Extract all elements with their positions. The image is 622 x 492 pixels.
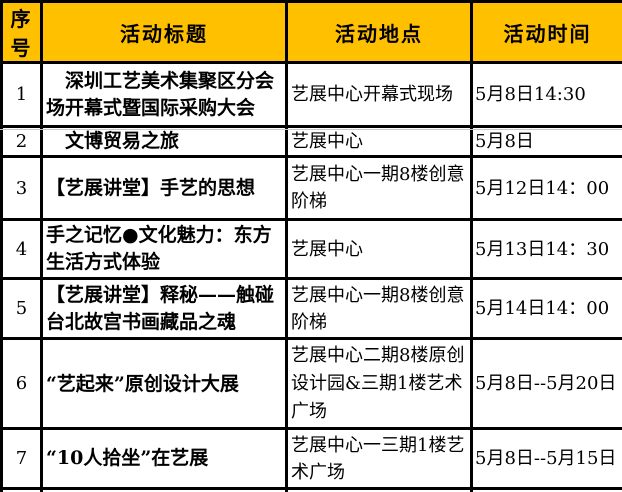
- activity-location: 艺展中心: [285, 218, 473, 280]
- col-header-index: 序号: [0, 0, 43, 64]
- activity-location: 艺展中心: [285, 487, 473, 492]
- activity-location: 艺展中心一期8楼创意阶梯: [285, 155, 473, 221]
- row-index: 2: [0, 125, 43, 158]
- table-row: 1 深圳工艺美术集聚区分会场开幕式暨国际采购大会 艺展中心开幕式现场 5月8日1…: [0, 61, 622, 128]
- col-header-location: 活动地点: [285, 0, 473, 64]
- activity-title: “10人拾坐”在艺展: [40, 427, 288, 490]
- activity-time: 5月8日--5月15日: [470, 427, 622, 490]
- table-row: 7 “10人拾坐”在艺展 艺展中心一三期1楼艺术广场 5月8日--5月15日: [0, 427, 622, 490]
- row-index: 3: [0, 155, 43, 221]
- table-row: 5 【艺展讲堂】释秘——触碰台北故宫书画藏品之魂 艺展中心一期8楼创意阶梯 5月…: [0, 277, 622, 340]
- col-header-title: 活动标题: [40, 0, 288, 64]
- activity-time: 5月12日14：00: [470, 155, 622, 221]
- activity-time: 5月13日14：30: [470, 218, 622, 280]
- activity-time: 5月8日--5月15日: [470, 487, 622, 492]
- row-index: 6: [0, 337, 43, 430]
- row-index: 4: [0, 218, 43, 280]
- header-row: 序号 活动标题 活动地点 活动时间: [0, 0, 622, 64]
- table-row: 4 手之记忆●文化魅力：东方生活方式体验 艺展中心 5月13日14：30: [0, 218, 622, 280]
- activity-time: 5月8日--5月20日: [470, 337, 622, 430]
- table-row: 2 文博贸易之旅 艺展中心 5月8日: [0, 125, 622, 158]
- activity-title: 发现好设计: [40, 487, 288, 492]
- table-body: 1 深圳工艺美术集聚区分会场开幕式暨国际采购大会 艺展中心开幕式现场 5月8日1…: [0, 61, 622, 492]
- activity-title: “艺起来”原创设计大展: [40, 337, 288, 430]
- activity-title: 手之记忆●文化魅力：东方生活方式体验: [40, 218, 288, 280]
- activity-location: 艺展中心一三期1楼艺术广场: [285, 427, 473, 490]
- activity-time: 5月8日14:30: [470, 61, 622, 128]
- table-header: 序号 活动标题 活动地点 活动时间: [0, 0, 622, 64]
- activity-title: 深圳工艺美术集聚区分会场开幕式暨国际采购大会: [40, 61, 288, 128]
- table-row: 6 “艺起来”原创设计大展 艺展中心二期8楼原创设计园&三期1楼艺术广场 5月8…: [0, 337, 622, 430]
- table-row: 8 发现好设计 艺展中心 5月8日--5月15日: [0, 487, 622, 492]
- activity-title: 【艺展讲堂】手艺的思想: [40, 155, 288, 221]
- activity-location: 艺展中心二期8楼原创设计园&三期1楼艺术广场: [285, 337, 473, 430]
- row-index: 7: [0, 427, 43, 490]
- activity-title: 文博贸易之旅: [40, 125, 288, 158]
- row-index: 1: [0, 61, 43, 128]
- table-row: 3 【艺展讲堂】手艺的思想 艺展中心一期8楼创意阶梯 5月12日14：00: [0, 155, 622, 221]
- col-header-time: 活动时间: [470, 0, 622, 64]
- activity-location: 艺展中心开幕式现场: [285, 61, 473, 128]
- row-index: 5: [0, 277, 43, 340]
- activity-location: 艺展中心一期8楼创意阶梯: [285, 277, 473, 340]
- activity-location: 艺展中心: [285, 125, 473, 158]
- activity-title: 【艺展讲堂】释秘——触碰台北故宫书画藏品之魂: [40, 277, 288, 340]
- activity-time: 5月14日14：00: [470, 277, 622, 340]
- row-index: 8: [0, 487, 43, 492]
- activity-time: 5月8日: [470, 125, 622, 158]
